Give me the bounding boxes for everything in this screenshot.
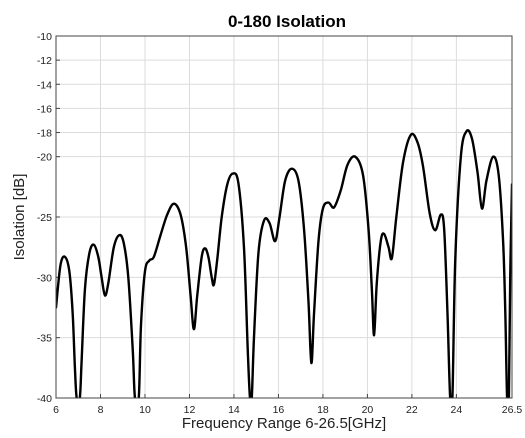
- y-tick-label: -10: [37, 31, 52, 43]
- x-tick-label: 6: [53, 404, 59, 416]
- y-axis-label: Isolation [dB]: [11, 174, 28, 261]
- y-axis-ticks: -40 -35 -30 -25 -20 -18 -16 -14 -12 -10: [37, 31, 60, 405]
- x-tick-label: 22: [406, 404, 418, 416]
- x-axis-label: Frequency Range 6-26.5[GHz]: [182, 415, 386, 432]
- x-tick-label: 14: [228, 404, 240, 416]
- series-line: [56, 129, 512, 398]
- chart-title: 0-180 Isolation: [228, 12, 346, 31]
- x-tick-label: 24: [451, 404, 463, 416]
- x-tick-label: 20: [362, 404, 374, 416]
- x-tick-label: 18: [317, 404, 329, 416]
- y-tick-label: -12: [37, 55, 52, 67]
- y-tick-label: -14: [37, 79, 52, 91]
- plot-frame: [55, 35, 513, 399]
- x-tick-label: 16: [273, 404, 285, 416]
- x-tick-label: 10: [139, 404, 151, 416]
- x-tick-label: 8: [98, 404, 104, 416]
- y-tick-label: -25: [37, 212, 52, 224]
- y-tick-label: -30: [37, 272, 52, 284]
- y-tick-label: -16: [37, 103, 52, 115]
- x-tick-label: 26.5: [502, 404, 523, 416]
- y-tick-label: -35: [37, 333, 52, 345]
- x-axis-ticks: 6 8 10 12 14 16 18 20 22 24 26.5: [53, 394, 522, 416]
- x-tick-label: 12: [184, 404, 196, 416]
- y-tick-label: -40: [37, 393, 52, 405]
- y-tick-label: -18: [37, 128, 52, 140]
- y-tick-label: -20: [37, 152, 52, 164]
